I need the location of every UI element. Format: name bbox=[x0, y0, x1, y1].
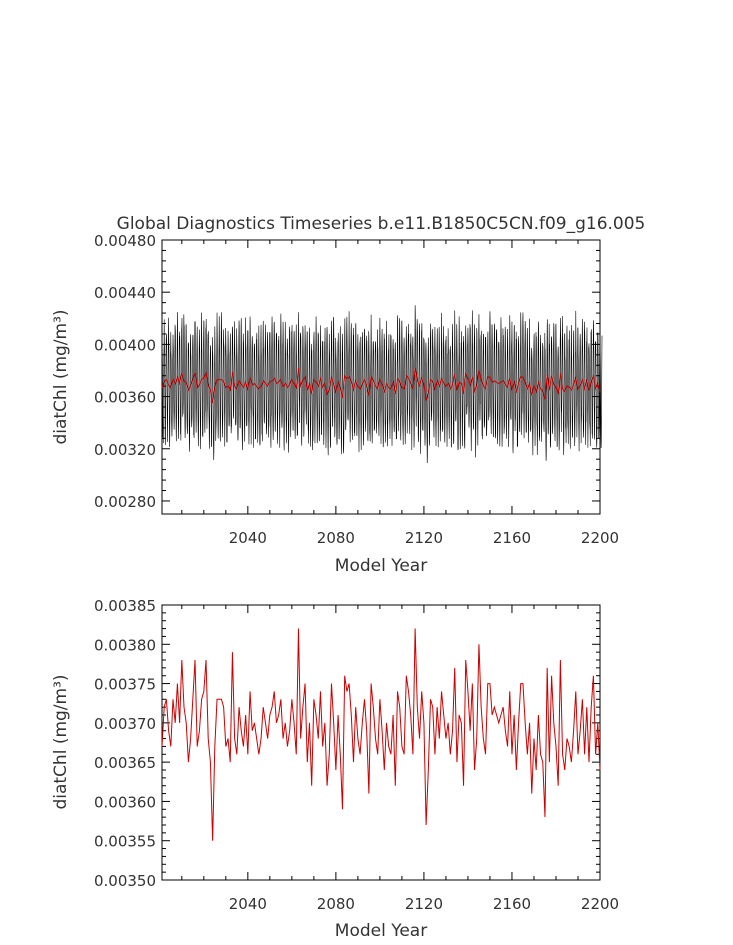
plot-frame-top bbox=[161, 239, 601, 515]
y-tick-label: 0.00355 bbox=[94, 833, 156, 851]
y-tick-label: 0.00440 bbox=[94, 284, 156, 302]
series-monthly bbox=[161, 305, 603, 464]
y-tick-labels-bottom: 0.00350 0.00355 0.00360 0.00365 0.00370 0.003… bbox=[94, 597, 156, 890]
y-tick-label: 0.00385 bbox=[94, 597, 156, 615]
x-tick-label: 2160 bbox=[493, 895, 531, 913]
series-annual-mean-top bbox=[161, 367, 601, 404]
annual-mean-line bbox=[161, 628, 601, 841]
y-tick-label: 0.00480 bbox=[94, 232, 156, 250]
x-tick-label: 2200 bbox=[581, 895, 619, 913]
y-tick-label: 0.00350 bbox=[94, 872, 156, 890]
y-tick-label: 0.00280 bbox=[94, 493, 156, 511]
y-tick-label: 0.00360 bbox=[94, 793, 156, 811]
y-tick-labels-top: 0.00280 0.00320 0.00360 0.00400 0.00440 0.004… bbox=[94, 232, 156, 511]
x-tick-labels-top: 2040 2080 2120 2160 2200 bbox=[229, 529, 619, 547]
y-tick-label: 0.00365 bbox=[94, 754, 156, 772]
x-tick-labels-bottom: 2040 2080 2120 2160 2200 bbox=[229, 895, 619, 913]
monthly-line bbox=[161, 305, 603, 464]
x-tick-label: 2200 bbox=[581, 529, 619, 547]
chart-bottom: 0.00350 0.00355 0.00360 0.00365 0.00370 0.003… bbox=[51, 597, 619, 941]
series-annual-mean bbox=[161, 628, 601, 841]
chart-title: Global Diagnostics Timeseries b.e11.B185… bbox=[117, 214, 646, 234]
x-axis-label-top: Model Year bbox=[335, 556, 427, 576]
y-axis-label-top: diatChl (mg/m³) bbox=[51, 309, 71, 444]
annual-mean-line-top bbox=[161, 367, 601, 404]
y-tick-label: 0.00360 bbox=[94, 389, 156, 407]
chart-top: Global Diagnostics Timeseries b.e11.B185… bbox=[51, 214, 645, 576]
y-tick-label: 0.00400 bbox=[94, 336, 156, 354]
x-tick-label: 2080 bbox=[317, 895, 355, 913]
y-tick-label: 0.00320 bbox=[94, 441, 156, 459]
x-tick-label: 2160 bbox=[493, 529, 531, 547]
y-tick-label: 0.00375 bbox=[94, 676, 156, 694]
x-axis-label-bottom: Model Year bbox=[335, 921, 427, 941]
x-tick-label: 2080 bbox=[317, 529, 355, 547]
x-tick-label: 2040 bbox=[229, 895, 267, 913]
x-tick-label: 2040 bbox=[229, 529, 267, 547]
x-tick-label: 2120 bbox=[405, 895, 443, 913]
y-tick-label: 0.00380 bbox=[94, 636, 156, 654]
x-tick-label: 2120 bbox=[405, 529, 443, 547]
y-tick-label: 0.00370 bbox=[94, 715, 156, 733]
y-axis-label-bottom: diatChl (mg/m³) bbox=[51, 674, 71, 809]
